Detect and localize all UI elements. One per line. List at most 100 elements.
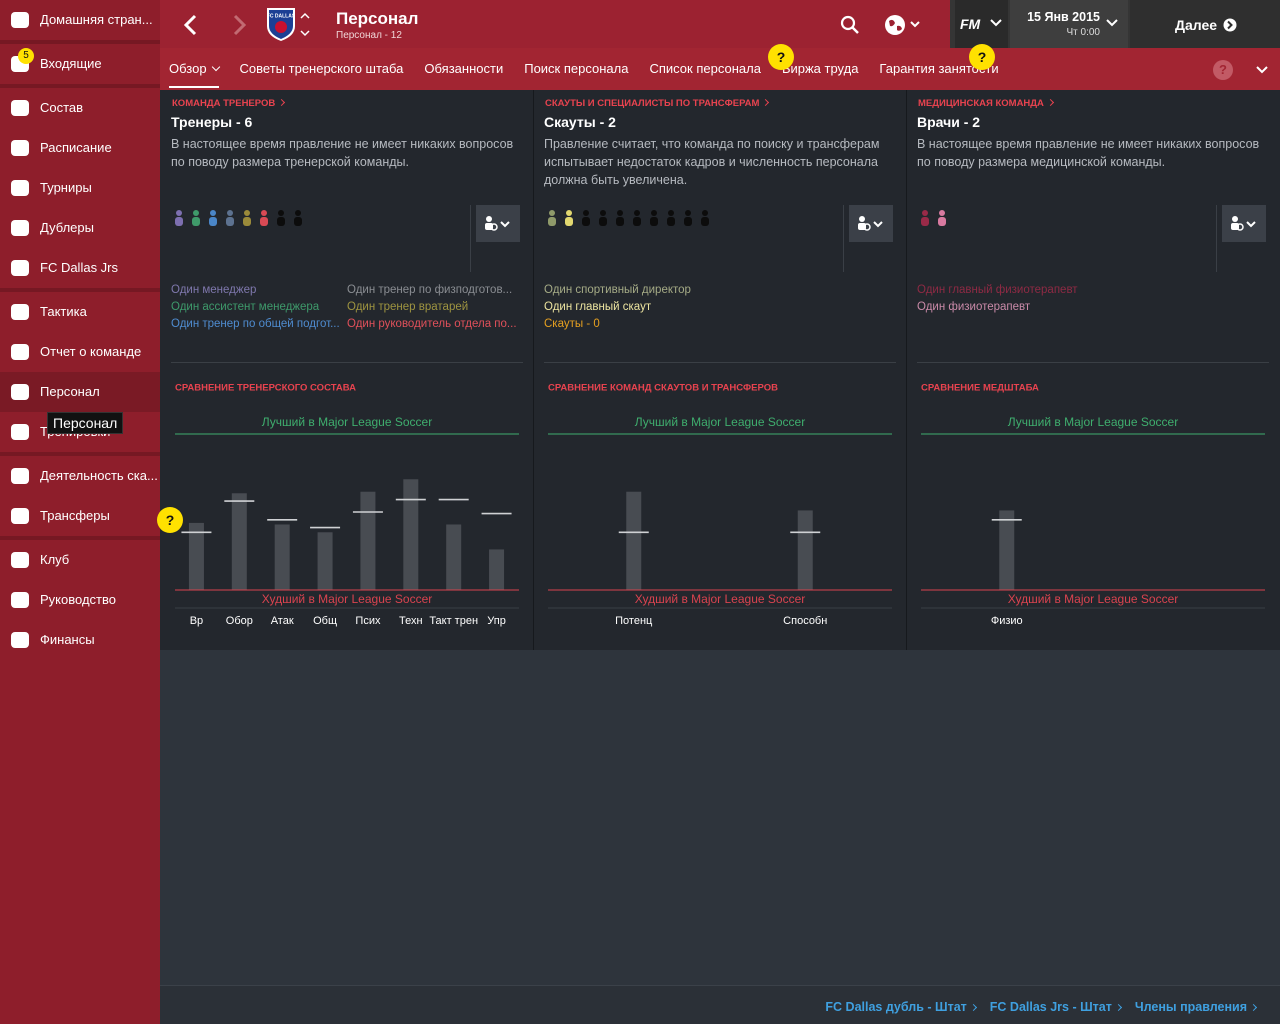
staff-entry[interactable]: Один руководитель отдела по...	[347, 318, 517, 330]
bar	[360, 491, 376, 590]
tab[interactable]: Обязанности	[424, 48, 503, 90]
actions-icon	[485, 216, 510, 231]
section-label[interactable]: МЕДИЦИНСКАЯ КОМАНДА	[918, 98, 1053, 109]
staff-icon-body	[277, 217, 285, 226]
bar	[188, 522, 204, 590]
tab[interactable]: Гарантия занятости	[879, 48, 998, 90]
staff-list: Один главный физиотерапевт Один физиотера…	[917, 282, 1093, 316]
staff-panel: КОМАНДА ТРЕНЕРОВ Тренеры - 6 В настоящее в…	[161, 90, 533, 650]
brand-box[interactable]	[955, 0, 1008, 48]
panel-rule	[1216, 205, 1217, 272]
staff-entry[interactable]: Один главный физиотерапевт	[917, 284, 1078, 296]
bar	[231, 493, 247, 590]
sidebar-separator	[0, 40, 160, 44]
staff-list: Один менеджер Один ассистент менеджера Оди…	[171, 282, 347, 333]
sidebar-label: Отчет о команде	[40, 344, 142, 359]
staff-icon-head	[583, 210, 589, 216]
staff-entry[interactable]: Один спортивный директор	[544, 284, 691, 296]
sidebar-item[interactable]: Турниры	[0, 168, 160, 208]
staff-entry[interactable]: Один тренер по общей подгот...	[171, 318, 340, 330]
date-box[interactable]	[1010, 0, 1128, 48]
sidebar: Домашняя стран... Входящие 5 Состав Расписан…	[0, 0, 160, 1024]
brand-chevron	[990, 19, 1002, 27]
icon-head	[859, 216, 865, 222]
sidebar-item[interactable]: Клуб	[0, 540, 160, 580]
footer-link[interactable]: FC Dallas дубль - Штат	[825, 1000, 975, 1014]
tabs-menu[interactable]	[1256, 65, 1268, 75]
tooltip: Персонал	[47, 412, 124, 434]
staff-panel: СКАУТЫ И СПЕЦИАЛИСТЫ ПО ТРАНСФЕРАМ Скауты…	[534, 90, 906, 650]
icon-gear	[863, 223, 871, 231]
panel-separator	[171, 362, 523, 363]
category-label: Техн	[399, 615, 423, 627]
sidebar-item[interactable]: Расписание	[0, 128, 160, 168]
tab[interactable]: Поиск персонала	[524, 48, 628, 90]
help-button[interactable]: ?	[1213, 60, 1233, 80]
tab-label: Биржа труда	[781, 61, 859, 76]
sidebar-label: Тактика	[40, 304, 87, 319]
search-button[interactable]	[840, 15, 860, 35]
icon-gear	[1236, 223, 1244, 231]
staff-icon-head	[600, 210, 606, 216]
staff-actions-button[interactable]	[849, 205, 893, 242]
best-label: Лучший в Major League Soccer	[635, 415, 805, 429]
staff-actions-button[interactable]	[476, 205, 520, 242]
help-marker[interactable]: ?	[768, 44, 794, 70]
world-button[interactable]	[884, 13, 924, 37]
sidebar-item[interactable]: FC Dallas Jrs	[0, 248, 160, 288]
sidebar-item[interactable]: Дублеры	[0, 208, 160, 248]
sidebar-icon	[11, 304, 29, 320]
sidebar-item[interactable]: Финансы	[0, 620, 160, 660]
back-button[interactable]	[181, 14, 201, 36]
continue-button[interactable]: Далее	[1130, 0, 1280, 48]
chevron	[500, 221, 510, 228]
staff-entry[interactable]: Один менеджер	[171, 284, 257, 296]
sidebar-item[interactable]: Входящие 5	[0, 44, 160, 84]
staff-actions-button[interactable]	[1222, 205, 1266, 242]
footer-link[interactable]: Члены правления	[1135, 1000, 1256, 1014]
page-title: Персонал	[336, 9, 419, 28]
tab-label: Обзор	[169, 61, 207, 76]
footer-link[interactable]: FC Dallas Jrs - Штат	[990, 1000, 1121, 1014]
sidebar-icon	[11, 12, 29, 28]
club-switch[interactable]	[299, 12, 311, 38]
sidebar-item[interactable]: Состав	[0, 88, 160, 128]
bar	[999, 510, 1015, 590]
sidebar-item[interactable]: Домашняя стран...	[0, 0, 160, 40]
section-title: Тренеры - 6	[171, 114, 253, 130]
staff-entry[interactable]: Один тренер по физподготов...	[347, 284, 513, 296]
section-label[interactable]: СКАУТЫ И СПЕЦИАЛИСТЫ ПО ТРАНСФЕРАМ	[545, 98, 768, 109]
staff-icon-head	[549, 210, 555, 216]
section-label[interactable]: КОМАНДА ТРЕНЕРОВ	[172, 98, 284, 109]
staff-icon-head	[668, 210, 674, 216]
staff-entry[interactable]: Скауты - 0	[544, 318, 600, 330]
forward-arrow	[233, 14, 247, 36]
sidebar-item[interactable]: Тактика	[0, 292, 160, 332]
logo-ball	[275, 21, 287, 33]
sidebar-item[interactable]: Трансферы	[0, 496, 160, 536]
worst-label: Худший в Major League Soccer	[1008, 592, 1178, 606]
forward-button[interactable]	[229, 14, 249, 36]
club-logo[interactable]: FC DALLAS	[265, 6, 297, 42]
sidebar-item[interactable]: Персонал	[0, 372, 160, 412]
section-description: Правление считает, что команда по поиску…	[544, 137, 880, 187]
staff-icon-head	[702, 210, 708, 216]
staff-entry[interactable]: Один физиотерапевт	[917, 301, 1031, 313]
help-marker[interactable]: ?	[969, 44, 995, 70]
chevron	[1246, 221, 1256, 228]
category-label: Атак	[271, 615, 294, 627]
staff-entry[interactable]: Один главный скаут	[544, 301, 652, 313]
staff-entry[interactable]: Один тренер вратарей	[347, 301, 469, 313]
staff-icon-body	[548, 217, 556, 226]
staff-entry[interactable]: Один ассистент менеджера	[171, 301, 320, 313]
section-title: Врачи - 2	[917, 114, 981, 130]
tab[interactable]: Обзор	[169, 48, 220, 90]
sidebar-item[interactable]: Руководство	[0, 580, 160, 620]
worst-label: Худший в Major League Soccer	[262, 592, 432, 606]
tab[interactable]: Биржа труда	[782, 48, 858, 90]
tab[interactable]: Советы тренерского штаба	[240, 48, 404, 90]
sidebar-item[interactable]: Отчет о команде	[0, 332, 160, 372]
sidebar-item[interactable]: Деятельность ска...	[0, 456, 160, 496]
tab[interactable]: Список персонала	[649, 48, 760, 90]
help-marker[interactable]: ?	[157, 507, 183, 533]
